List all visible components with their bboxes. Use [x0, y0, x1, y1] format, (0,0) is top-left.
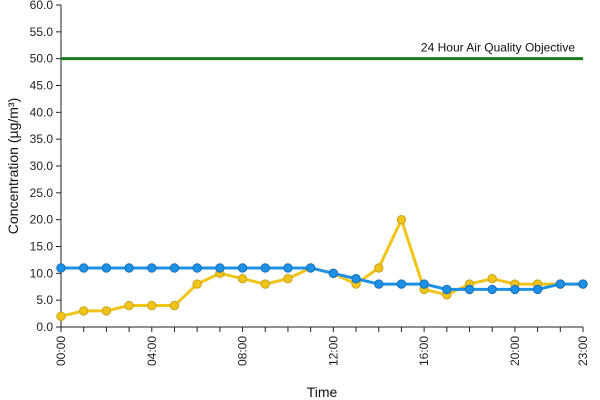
y-tick-label: 25.0 [30, 186, 54, 200]
series-group [56, 214, 588, 321]
series-1-point [487, 274, 497, 284]
series-2-point [169, 263, 180, 273]
y-axis-ticks: 0.0 5.0 10.0 15.0 20.0 25.0 30.0 35.0 40.0 45.0 50… [30, 0, 61, 334]
series-2-line [61, 266, 583, 291]
series-2-point [578, 279, 588, 289]
y-tick-label: 30.0 [30, 159, 54, 173]
series-2-point [374, 279, 384, 289]
x-tick-label: 12:00 [326, 336, 340, 366]
series-2-point [442, 284, 452, 295]
series-2-point [487, 284, 497, 295]
series-1-point [56, 311, 66, 321]
x-axis-ticks: 00:00 04:00 08:00 12:00 16:00 20:00 23:00 [54, 327, 590, 366]
series-2-point [283, 263, 293, 273]
series-1-point [237, 274, 248, 284]
series-2-point [419, 279, 429, 289]
series-2-point [328, 268, 339, 279]
series-2-point [260, 263, 270, 273]
series-1-point [283, 274, 293, 284]
series-2-point [305, 263, 316, 273]
x-tick-label: 23:00 [576, 336, 590, 366]
series-1-point [124, 300, 134, 311]
series-2-point [351, 274, 361, 284]
series-1-point [192, 279, 202, 289]
reference-line-label: 24 Hour Air Quality Objective [421, 41, 575, 55]
x-tick-label: 00:00 [54, 336, 68, 366]
series-2-point [464, 284, 475, 295]
series-2-point [237, 263, 248, 273]
x-axis-title: Time [307, 384, 338, 400]
x-tick-label: 16:00 [417, 336, 431, 366]
series-1-point [169, 300, 180, 311]
y-axis-title: Concentration (µg/m³) [5, 98, 21, 234]
series-1-point [78, 306, 89, 316]
series-1-point [396, 214, 407, 225]
series-2-point [532, 284, 543, 295]
y-tick-label: 15.0 [30, 240, 54, 254]
series-1-point [374, 263, 384, 273]
x-tick-label: 08:00 [236, 336, 250, 366]
x-tick-label: 04:00 [145, 336, 159, 366]
series-2-point [192, 263, 202, 273]
y-tick-label: 5.0 [36, 293, 53, 307]
x-tick-label: 20:00 [508, 336, 522, 366]
y-tick-label: 55.0 [30, 25, 54, 39]
series-2-point [510, 284, 520, 295]
series-1-point [260, 279, 270, 289]
series-1-point [101, 306, 112, 316]
series-2-point [147, 263, 157, 273]
series-2-point [396, 279, 407, 289]
y-tick-label: 10.0 [30, 266, 54, 280]
y-tick-label: 0.0 [36, 320, 53, 334]
y-tick-label: 60.0 [30, 0, 54, 12]
y-tick-label: 35.0 [30, 132, 54, 146]
y-tick-label: 45.0 [30, 79, 54, 93]
reference-line-group: 24 Hour Air Quality Objective [61, 41, 583, 61]
series-2-point [101, 263, 112, 273]
y-tick-label: 50.0 [30, 52, 54, 66]
series-2-point [124, 263, 134, 273]
series-1-point [147, 300, 157, 311]
y-tick-label: 40.0 [30, 105, 54, 119]
y-tick-label: 20.0 [30, 213, 54, 227]
series-2-point [56, 263, 66, 273]
series-2-point [555, 279, 566, 289]
series-2-point [215, 263, 225, 273]
series-2-point [78, 263, 89, 273]
